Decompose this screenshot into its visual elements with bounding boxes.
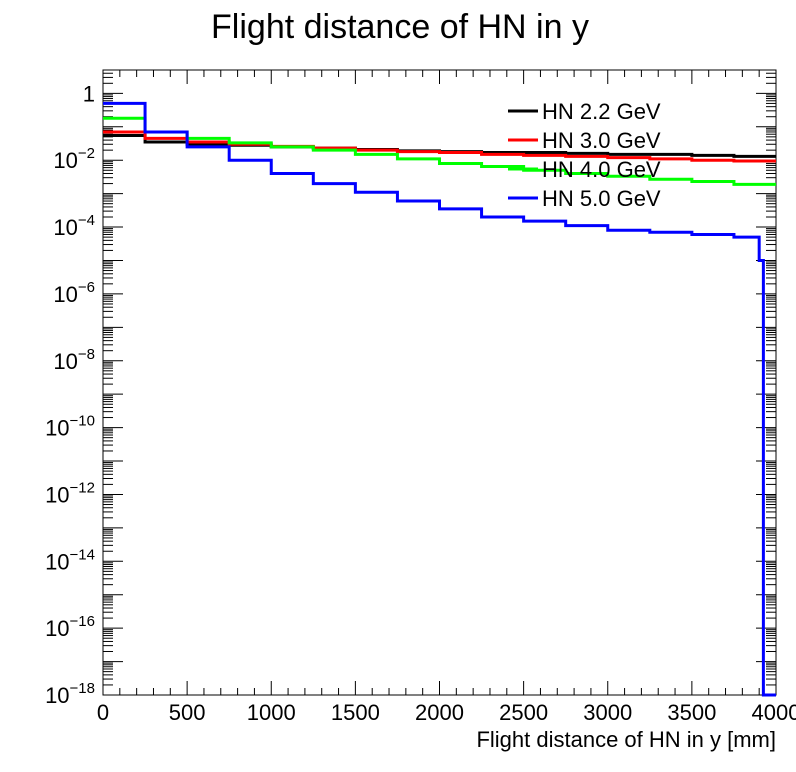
x-tick-label: 2500: [499, 700, 548, 725]
x-tick-label: 2000: [415, 700, 464, 725]
x-tick-label: 3500: [667, 700, 716, 725]
legend-label: HN 2.2 GeV: [542, 99, 661, 124]
x-tick-label: 0: [97, 700, 109, 725]
plot-area: 0 500 1000 1500 2000 2500 3000 3500 4000 1 10−2 10−…: [45, 69, 796, 725]
x-tick-label: 4000: [752, 700, 796, 725]
y-tick-label: 10−4: [53, 212, 95, 240]
y-tick-label: 10−14: [45, 546, 95, 574]
legend-label: HN 4.0 GeV: [542, 157, 661, 182]
y-tick-label: 10−10: [45, 413, 95, 441]
x-axis-label: Flight distance of HN in y [mm]: [476, 727, 776, 752]
y-tick-label: 10−16: [45, 613, 95, 641]
x-tick-label: 500: [169, 700, 206, 725]
y-tick-label: 10−6: [53, 279, 95, 307]
y-tick-label: 10−18: [45, 680, 95, 708]
legend-label: HN 3.0 GeV: [542, 128, 661, 153]
series-line-3: [103, 116, 776, 186]
series-line-4: [103, 101, 776, 697]
legend-label: HN 5.0 GeV: [542, 186, 661, 211]
y-tick-label: 10−12: [45, 479, 95, 507]
x-tick-label: 1500: [331, 700, 380, 725]
y-tick-label: 1: [83, 81, 95, 106]
x-tick-label: 1000: [247, 700, 296, 725]
x-tick-label: 3000: [583, 700, 632, 725]
y-tick-label: 10−2: [53, 145, 95, 173]
y-tick-label: 10−8: [53, 346, 95, 374]
chart-title: Flight distance of HN in y: [211, 8, 589, 46]
